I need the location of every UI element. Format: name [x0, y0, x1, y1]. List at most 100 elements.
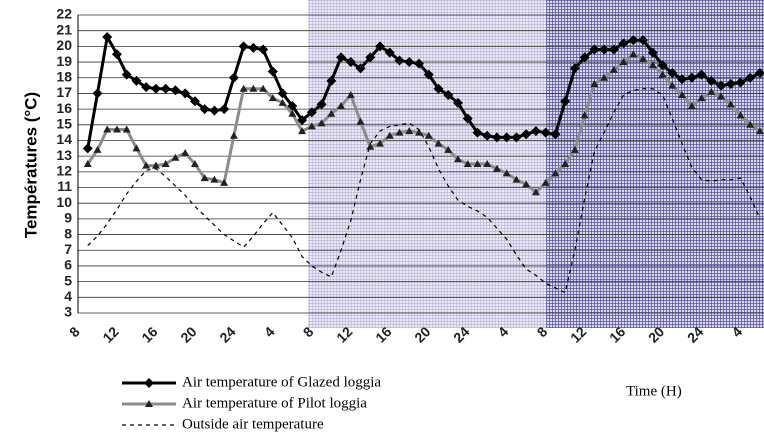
point: [131, 75, 142, 86]
point: [482, 130, 493, 141]
legend: [103, 368, 361, 434]
point: [238, 41, 249, 52]
point: [278, 98, 287, 106]
x-tick-label: 24: [216, 323, 238, 345]
point: [405, 127, 414, 135]
point: [141, 82, 152, 93]
point: [287, 100, 298, 111]
point: [657, 60, 668, 71]
point: [337, 101, 346, 109]
point: [190, 160, 199, 167]
point: [121, 69, 132, 80]
point: [639, 54, 648, 62]
point: [492, 164, 501, 172]
y-tick-label: 14: [56, 131, 72, 147]
point: [248, 42, 259, 53]
point: [229, 131, 238, 139]
x-tick-label: 12: [99, 323, 121, 345]
point: [755, 68, 764, 79]
point: [697, 94, 706, 102]
point: [366, 142, 375, 150]
y-tick-label: 21: [56, 21, 72, 37]
point: [717, 92, 726, 100]
point: [550, 129, 561, 140]
y-tick-label: 6: [64, 257, 72, 273]
point: [404, 57, 415, 68]
point: [219, 104, 230, 115]
point: [384, 47, 395, 58]
point: [706, 75, 717, 86]
point: [258, 44, 269, 55]
y-tick-label: 22: [56, 6, 72, 22]
x-axis-label: Time (H): [626, 383, 682, 399]
point: [746, 120, 755, 128]
point: [82, 143, 93, 154]
point: [735, 77, 746, 88]
point: [647, 47, 658, 58]
point: [111, 49, 122, 60]
line: [86, 32, 761, 149]
point: [444, 145, 453, 153]
point: [307, 122, 316, 130]
legend-label: Air temperature of Pilot loggia: [182, 395, 367, 411]
point: [668, 81, 677, 89]
point: [376, 139, 385, 147]
point: [415, 128, 423, 136]
point: [579, 52, 590, 63]
point: [491, 132, 502, 143]
point: [112, 125, 121, 133]
y-tick-label: 9: [64, 210, 72, 226]
point: [375, 41, 386, 52]
point: [628, 35, 639, 46]
point: [181, 149, 190, 157]
point: [443, 89, 454, 100]
y-axis-label: Températures (°C): [21, 92, 40, 238]
point: [317, 119, 326, 127]
point: [638, 35, 649, 46]
y-tick-label: 16: [56, 100, 72, 116]
point: [725, 79, 736, 90]
point: [355, 63, 366, 74]
point: [345, 57, 356, 68]
y-tick-label: 10: [56, 194, 72, 210]
point: [433, 83, 444, 94]
x-tick-label: 4: [261, 323, 278, 340]
point: [327, 109, 336, 117]
point: [144, 378, 154, 388]
point: [150, 83, 161, 94]
point: [452, 97, 463, 108]
y-tick-label: 8: [64, 225, 72, 241]
point: [648, 61, 657, 69]
point: [560, 96, 571, 107]
point: [423, 69, 434, 80]
point: [462, 113, 473, 124]
point: [180, 88, 191, 99]
point: [209, 105, 220, 116]
point: [220, 178, 229, 186]
point: [677, 74, 688, 85]
point: [686, 72, 697, 83]
point: [551, 169, 560, 177]
point: [540, 127, 551, 138]
shaded-zone: [308, 0, 546, 328]
point: [103, 125, 112, 133]
point: [151, 161, 160, 169]
point: [678, 90, 687, 98]
legend-label: Air temperature of Glazed loggia: [182, 374, 381, 390]
point: [667, 68, 678, 79]
point: [336, 52, 347, 63]
point: [580, 111, 589, 119]
y-tick-label: 13: [56, 147, 72, 163]
point: [365, 52, 376, 63]
point: [385, 131, 394, 139]
point: [501, 132, 512, 143]
point: [83, 160, 92, 167]
point: [161, 160, 170, 167]
y-tick-label: 15: [56, 115, 72, 131]
point: [414, 58, 424, 69]
x-tick-label: 16: [138, 323, 160, 345]
point: [277, 88, 288, 99]
point: [171, 153, 180, 161]
point: [132, 144, 141, 152]
point: [658, 70, 667, 78]
